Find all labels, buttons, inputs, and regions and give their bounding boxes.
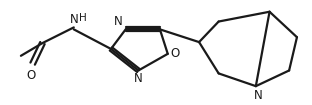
- Text: O: O: [26, 69, 35, 81]
- Text: N: N: [69, 13, 78, 26]
- Text: O: O: [171, 47, 180, 60]
- Text: H: H: [79, 12, 86, 22]
- Text: N: N: [253, 89, 262, 102]
- Text: N: N: [114, 15, 123, 28]
- Text: N: N: [134, 72, 143, 85]
